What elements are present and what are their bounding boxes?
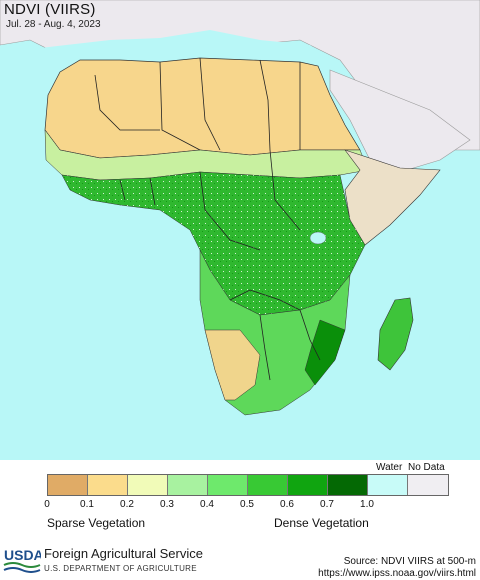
legend-color-bar	[47, 474, 449, 496]
legend-tick-label: 0.2	[120, 499, 134, 510]
legend-swatch-0.6-0.7	[288, 475, 328, 495]
legend-swatch-water	[368, 475, 408, 495]
legend-tick-label: 1.0	[360, 499, 374, 510]
legend-swatch-0.2-0.3	[128, 475, 168, 495]
legend-tick-label: 0	[44, 499, 50, 510]
legend-sparse-label: Sparse Vegetation	[47, 516, 146, 530]
legend-swatch-0.1-0.2	[88, 475, 128, 495]
legend-swatch-0.7-1.0	[328, 475, 368, 495]
source-url-link[interactable]: https://www.ipss.noaa.gov/viirs.html	[318, 568, 476, 579]
usda-logo-icon: USDA	[3, 547, 41, 573]
legend-tick-label: 0.3	[160, 499, 174, 510]
legend-tick-label: 0.1	[80, 499, 94, 510]
legend-tick-label: 0.4	[200, 499, 214, 510]
arabian-peninsula	[329, 69, 471, 176]
lake-victoria	[309, 231, 327, 245]
legend-tick-label: 0.6	[280, 499, 294, 510]
legend-tick-label: 0.7	[320, 499, 334, 510]
usda-logo-text: USDA	[4, 547, 41, 563]
legend-swatch-0-0.1	[48, 475, 88, 495]
madagascar	[377, 297, 414, 371]
kalahari-desert	[204, 329, 261, 401]
central-speckle	[62, 172, 365, 315]
africa-map-graphic	[0, 0, 480, 416]
mediterranean-sea	[40, 30, 330, 66]
legend-swatch-0.3-0.4	[168, 475, 208, 495]
ndvi-map: NDVI (VIIRS) Jul. 28 - Aug. 4, 2023	[0, 0, 480, 460]
department-name: U.S. DEPARTMENT OF AGRICULTURE	[44, 564, 197, 573]
legend-dense-label: Dense Vegetation	[274, 516, 369, 530]
map-title: NDVI (VIIRS)	[4, 1, 96, 18]
mozambique-dense	[304, 319, 346, 386]
legend-water-label: Water	[376, 462, 403, 473]
country-borders	[94, 57, 321, 381]
map-date-range: Jul. 28 - Aug. 4, 2023	[6, 19, 101, 30]
legend-swatch-no-data	[408, 475, 448, 495]
legend-swatch-0.5-0.6	[248, 475, 288, 495]
legend-no-data-label: No Data	[408, 462, 445, 473]
agency-name: Foreign Agricultural Service	[44, 546, 203, 561]
footer: USDA Foreign Agricultural Service U.S. D…	[0, 540, 480, 580]
legend-swatch-0.4-0.5	[208, 475, 248, 495]
horn-of-africa	[344, 149, 441, 246]
data-source: Source: NDVI VIIRS at 500-m	[343, 556, 476, 567]
legend-tick-label: 0.5	[240, 499, 254, 510]
africa-sahara	[44, 57, 361, 159]
